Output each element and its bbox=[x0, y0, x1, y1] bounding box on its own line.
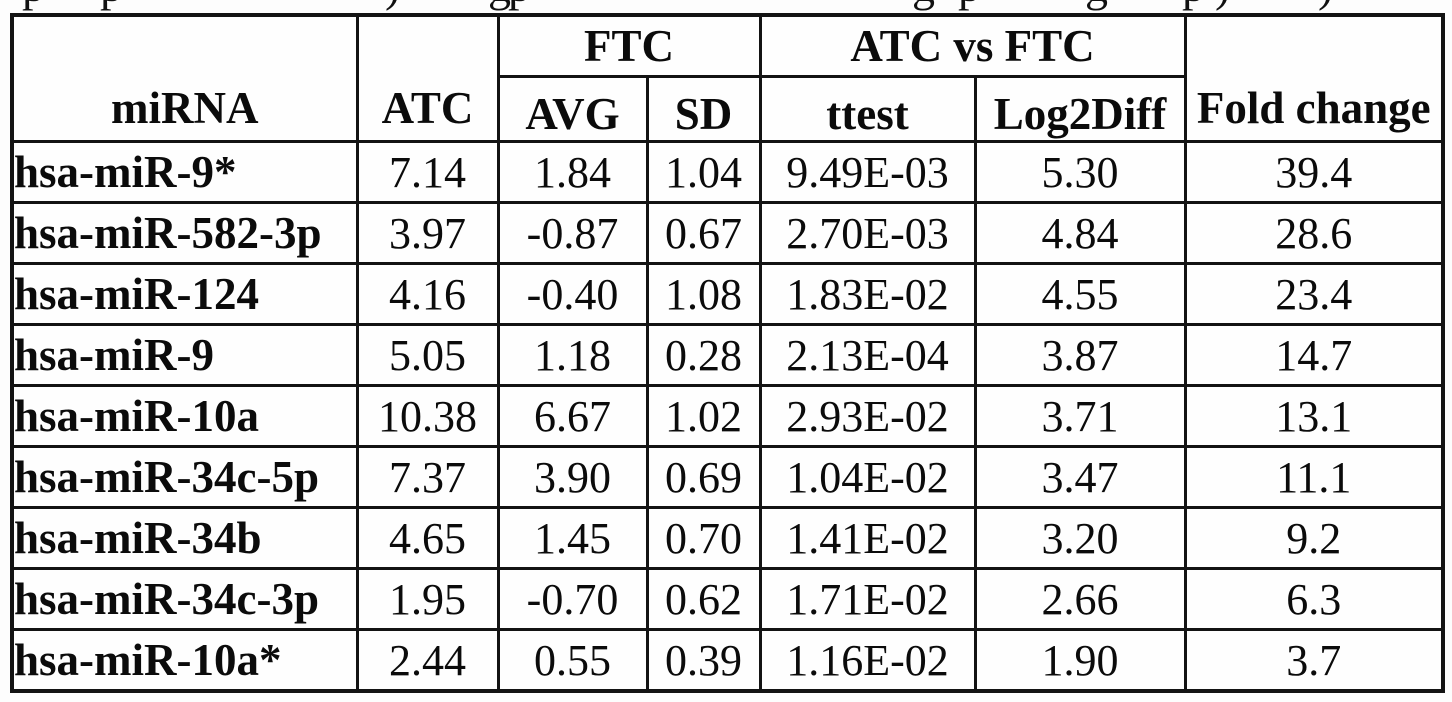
header-atc: ATC bbox=[355, 13, 500, 143]
cell-avg: 1.84 bbox=[496, 140, 649, 204]
table-row: hsa-miR-10a* 2.44 0.55 0.39 1.16E-02 1.90 3.7 bbox=[10, 628, 1445, 693]
cell-atc: 7.37 bbox=[355, 445, 500, 509]
clipped-caption-glyph-fragment: ) bbox=[385, 0, 400, 9]
clipped-caption-glyph-fragment: p bbox=[22, 0, 45, 9]
cell-mirna: hsa-miR-10a* bbox=[10, 628, 359, 693]
table-row: hsa-miR-10a 10.38 6.67 1.02 2.93E-02 3.71 13.1 bbox=[10, 384, 1445, 448]
cell-avg: -0.40 bbox=[496, 262, 649, 326]
cell-atc: 2.44 bbox=[355, 628, 500, 693]
table-row: hsa-miR-9* 7.14 1.84 1.04 9.49E-03 5.30 39.4 bbox=[10, 140, 1445, 204]
cell-log2diff: 4.55 bbox=[973, 262, 1187, 326]
table-row: hsa-miR-34b 4.65 1.45 0.70 1.41E-02 3.20 9.2 bbox=[10, 506, 1445, 570]
cell-fold: 13.1 bbox=[1183, 384, 1445, 448]
cell-sd: 0.62 bbox=[645, 567, 762, 631]
cell-log2diff: 4.84 bbox=[973, 201, 1187, 265]
cell-sd: 0.67 bbox=[645, 201, 762, 265]
cell-avg: -0.70 bbox=[496, 567, 649, 631]
cell-fold: 28.6 bbox=[1183, 201, 1445, 265]
cell-ttest: 1.04E-02 bbox=[758, 445, 977, 509]
cell-sd: 0.70 bbox=[645, 506, 762, 570]
cell-atc: 1.95 bbox=[355, 567, 500, 631]
cell-log2diff: 3.87 bbox=[973, 323, 1187, 387]
cell-atc: 10.38 bbox=[355, 384, 500, 448]
cell-ttest: 1.71E-02 bbox=[758, 567, 977, 631]
clipped-caption-glyph-fragment: p bbox=[1182, 0, 1205, 9]
cell-log2diff: 3.47 bbox=[973, 445, 1187, 509]
cell-fold: 9.2 bbox=[1183, 506, 1445, 570]
cell-fold: 23.4 bbox=[1183, 262, 1445, 326]
clipped-caption-glyph-fragment: g bbox=[1085, 0, 1108, 9]
header-avg: AVG bbox=[496, 75, 649, 143]
cell-avg: 1.18 bbox=[496, 323, 649, 387]
cell-ttest: 1.16E-02 bbox=[758, 628, 977, 693]
cell-mirna: hsa-miR-34c-5p bbox=[10, 445, 359, 509]
cell-avg: 0.55 bbox=[496, 628, 649, 693]
clipped-caption-glyph-fragment: g bbox=[912, 0, 935, 9]
cell-sd: 1.02 bbox=[645, 384, 762, 448]
cell-mirna: hsa-miR-582-3p bbox=[10, 201, 359, 265]
header-fold-change: Fold change bbox=[1183, 13, 1445, 143]
clipped-caption-glyph-fragment: p bbox=[508, 0, 531, 9]
clipped-caption-glyph-fragment: p bbox=[100, 0, 123, 9]
cell-mirna: hsa-miR-34b bbox=[10, 506, 359, 570]
header-mirna: miRNA bbox=[10, 13, 359, 143]
cell-sd: 0.69 bbox=[645, 445, 762, 509]
cell-mirna: hsa-miR-9 bbox=[10, 323, 359, 387]
cell-avg: -0.87 bbox=[496, 201, 649, 265]
cell-atc: 7.14 bbox=[355, 140, 500, 204]
mirna-expression-table: miRNA ATC FTC ATC vs FTC Fold change AVG… bbox=[10, 13, 1445, 693]
cell-ttest: 9.49E-03 bbox=[758, 140, 977, 204]
clipped-caption-glyph-fragment: g bbox=[488, 0, 511, 9]
cell-ttest: 2.93E-02 bbox=[758, 384, 977, 448]
cell-ttest: 1.83E-02 bbox=[758, 262, 977, 326]
cell-fold: 14.7 bbox=[1183, 323, 1445, 387]
cell-sd: 1.08 bbox=[645, 262, 762, 326]
cell-log2diff: 3.71 bbox=[973, 384, 1187, 448]
cell-ttest: 2.70E-03 bbox=[758, 201, 977, 265]
cell-mirna: hsa-miR-10a bbox=[10, 384, 359, 448]
cell-log2diff: 1.90 bbox=[973, 628, 1187, 693]
table-header: miRNA ATC FTC ATC vs FTC Fold change AVG… bbox=[10, 13, 1445, 143]
cell-log2diff: 5.30 bbox=[973, 140, 1187, 204]
cell-fold: 6.3 bbox=[1183, 567, 1445, 631]
cell-sd: 0.39 bbox=[645, 628, 762, 693]
cell-mirna: hsa-miR-9* bbox=[10, 140, 359, 204]
cell-mirna: hsa-miR-34c-3p bbox=[10, 567, 359, 631]
cell-atc: 4.65 bbox=[355, 506, 500, 570]
header-group-atc-vs-ftc: ATC vs FTC bbox=[758, 13, 1187, 78]
cell-mirna: hsa-miR-124 bbox=[10, 262, 359, 326]
header-group-ftc: FTC bbox=[496, 13, 762, 78]
header-log2diff: Log2Diff bbox=[973, 75, 1187, 143]
cell-avg: 1.45 bbox=[496, 506, 649, 570]
cell-ttest: 2.13E-04 bbox=[758, 323, 977, 387]
cell-ttest: 1.41E-02 bbox=[758, 506, 977, 570]
table-body: hsa-miR-9* 7.14 1.84 1.04 9.49E-03 5.30 39.4 hs… bbox=[10, 140, 1445, 693]
cell-sd: 1.04 bbox=[645, 140, 762, 204]
cell-fold: 11.1 bbox=[1183, 445, 1445, 509]
header-ttest: ttest bbox=[758, 75, 977, 143]
cell-atc: 4.16 bbox=[355, 262, 500, 326]
cell-log2diff: 3.20 bbox=[973, 506, 1187, 570]
table-row: hsa-miR-34c-5p 7.37 3.90 0.69 1.04E-02 3.47 11… bbox=[10, 445, 1445, 509]
header-sd: SD bbox=[645, 75, 762, 143]
cell-log2diff: 2.66 bbox=[973, 567, 1187, 631]
cell-avg: 6.67 bbox=[496, 384, 649, 448]
table-row: hsa-miR-124 4.16 -0.40 1.08 1.83E-02 4.55 23.4 bbox=[10, 262, 1445, 326]
clipped-caption-glyph-fragment: ) bbox=[1215, 0, 1230, 9]
clipped-caption-glyph-fragment: p bbox=[958, 0, 981, 9]
cell-fold: 39.4 bbox=[1183, 140, 1445, 204]
table-row: hsa-miR-582-3p 3.97 -0.87 0.67 2.70E-03 4.84 2… bbox=[10, 201, 1445, 265]
cell-sd: 0.28 bbox=[645, 323, 762, 387]
clipped-caption-glyph-fragment: ) bbox=[1318, 0, 1333, 9]
cell-atc: 5.05 bbox=[355, 323, 500, 387]
cell-fold: 3.7 bbox=[1183, 628, 1445, 693]
clipped-caption-strip: pp)gpgpgp)) bbox=[0, 0, 1452, 13]
cell-avg: 3.90 bbox=[496, 445, 649, 509]
table-row: hsa-miR-9 5.05 1.18 0.28 2.13E-04 3.87 14.7 bbox=[10, 323, 1445, 387]
cell-atc: 3.97 bbox=[355, 201, 500, 265]
table-row: hsa-miR-34c-3p 1.95 -0.70 0.62 1.71E-02 2.66 6… bbox=[10, 567, 1445, 631]
